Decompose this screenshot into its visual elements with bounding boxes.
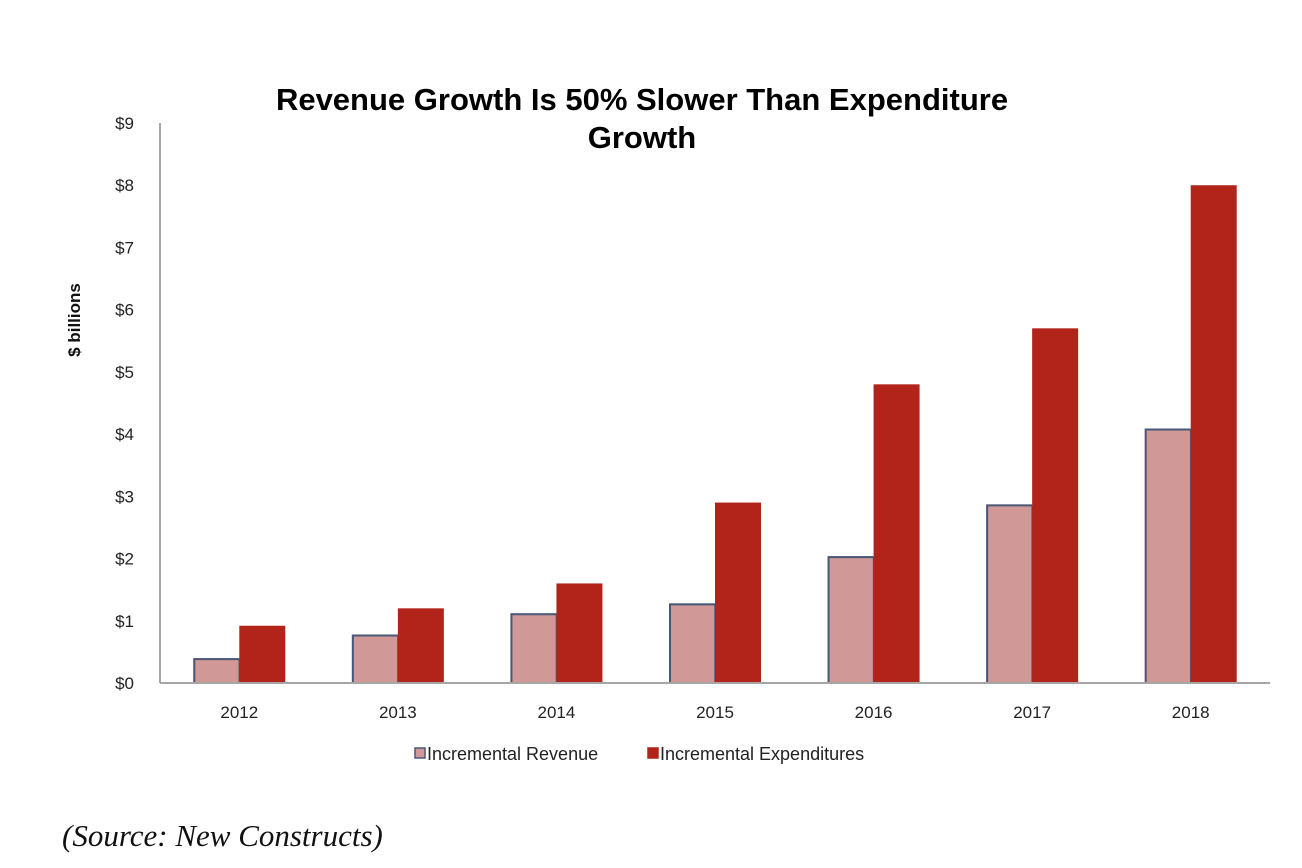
x-axis-ticks: 2012 2013 2014 2015 2016 2017 2018 bbox=[220, 703, 1209, 722]
bar-edge-incremental-revenue-2018 bbox=[1144, 428, 1191, 683]
y-axis-label: $ billions bbox=[65, 283, 84, 357]
x-tick-label: 2013 bbox=[379, 703, 417, 722]
bar-edge-incremental-revenue-2016 bbox=[827, 556, 874, 683]
x-tick-label: 2018 bbox=[1172, 703, 1210, 722]
bar-edge-incremental-revenue-2017 bbox=[986, 504, 1033, 683]
bar-edge-incremental-revenue-2012 bbox=[193, 658, 240, 683]
bar-incremental-expenditures-2017 bbox=[1032, 328, 1079, 683]
x-tick-label: 2017 bbox=[1013, 703, 1051, 722]
bar-incremental-revenue-2014 bbox=[510, 613, 557, 683]
x-tick-label: 2015 bbox=[696, 703, 734, 722]
bar-incremental-expenditures-2012 bbox=[239, 625, 286, 683]
chart-title: Revenue Growth Is 50% Slower Than Expend… bbox=[276, 82, 1008, 155]
bar-incremental-revenue-2015 bbox=[669, 603, 715, 683]
y-tick-label: $0 bbox=[115, 674, 134, 693]
bar-edge-incremental-revenue-2014 bbox=[510, 613, 557, 683]
y-tick-label: $8 bbox=[115, 176, 134, 195]
x-tick-label: 2012 bbox=[220, 703, 258, 722]
bar-incremental-revenue-2018 bbox=[1144, 428, 1191, 683]
chart-title-line-1: Revenue Growth Is 50% Slower Than Expend… bbox=[276, 82, 1008, 117]
axes bbox=[159, 123, 1270, 684]
source-note: (Source: New Constructs) bbox=[62, 818, 383, 853]
bar-incremental-expenditures-2013 bbox=[397, 608, 444, 683]
bar-incremental-revenue-2017 bbox=[986, 504, 1033, 683]
y-tick-label: $5 bbox=[115, 363, 134, 382]
bar-edge-incremental-revenue-2015 bbox=[669, 603, 715, 683]
x-tick-label: 2016 bbox=[855, 703, 893, 722]
bar-incremental-expenditures-2018 bbox=[1190, 185, 1237, 683]
y-tick-label: $1 bbox=[115, 612, 134, 631]
y-tick-label: $4 bbox=[115, 425, 134, 444]
bars bbox=[193, 185, 1237, 683]
chart-title-line-2: Growth bbox=[588, 120, 697, 155]
legend-swatch-incremental-expenditures bbox=[647, 747, 659, 759]
y-tick-label: $6 bbox=[115, 301, 134, 320]
bar-incremental-revenue-2012 bbox=[193, 658, 240, 683]
y-tick-label: $2 bbox=[115, 550, 134, 569]
y-tick-label: $9 bbox=[115, 114, 134, 133]
legend: Incremental Revenue Incremental Expendit… bbox=[414, 744, 864, 764]
y-tick-label: $3 bbox=[115, 487, 134, 506]
bar-incremental-revenue-2013 bbox=[351, 634, 398, 683]
y-tick-label: $7 bbox=[115, 238, 134, 257]
bar-incremental-expenditures-2015 bbox=[715, 502, 761, 683]
legend-label-incremental-expenditures: Incremental Expenditures bbox=[660, 744, 864, 764]
bar-incremental-expenditures-2014 bbox=[556, 583, 603, 683]
y-axis-ticks: $0 $1 $2 $3 $4 $5 $6 $7 $8 $9 bbox=[115, 114, 134, 693]
x-tick-label: 2014 bbox=[538, 703, 576, 722]
legend-label-incremental-revenue: Incremental Revenue bbox=[427, 744, 598, 764]
legend-swatch-incremental-revenue bbox=[414, 747, 426, 759]
bar-incremental-revenue-2016 bbox=[827, 556, 874, 683]
bar-edge-incremental-revenue-2013 bbox=[351, 634, 398, 683]
bar-incremental-expenditures-2016 bbox=[873, 384, 920, 683]
